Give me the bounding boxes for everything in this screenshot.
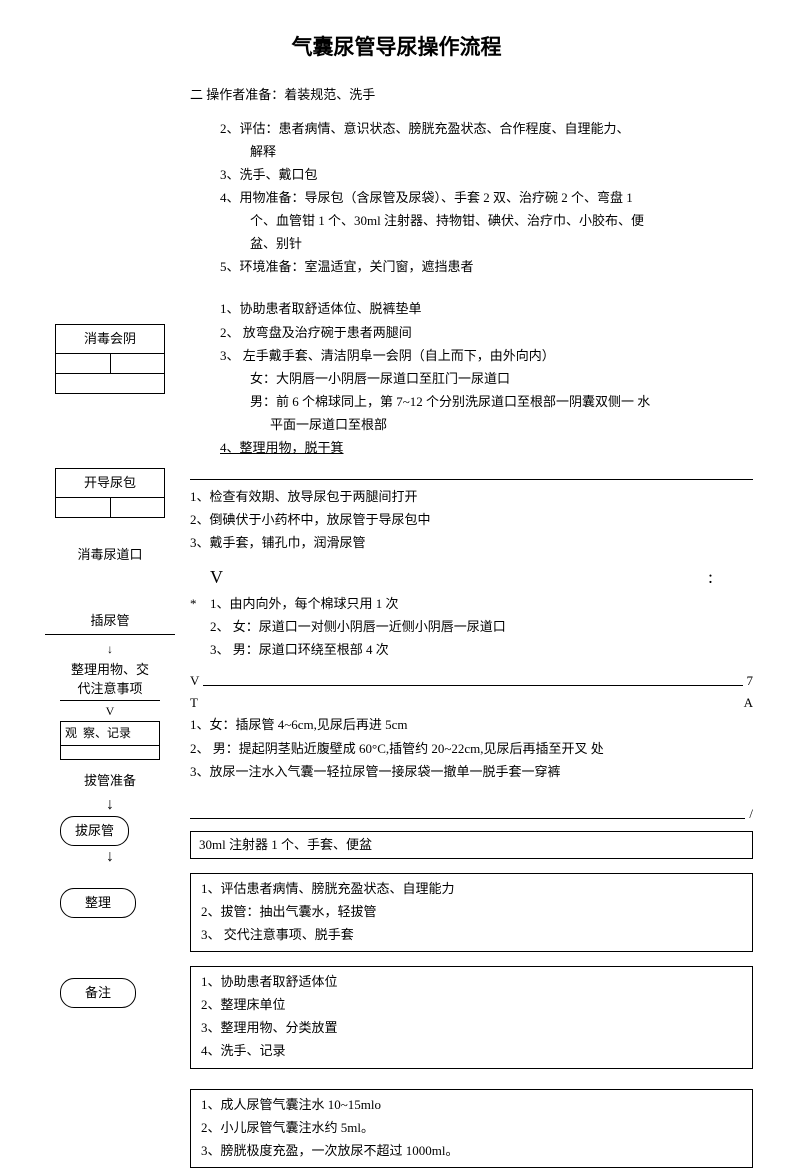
section-operator-prep: 二 操作者准备：着装规范、洗手 [190,84,753,106]
decor-row: V: [190,562,753,593]
block-disinfect-urethra: * 1、由内向外，每个棉球只用 1 次 2、 女：尿道口一对侧小阴唇一近侧小阴唇… [190,593,753,662]
list-item: 4、洗手、记录 [201,1040,742,1062]
list-item: 3、 交代注意事项、脱手套 [201,924,742,946]
flow-column: 消毒会阴 开导尿包 消毒尿道口 插尿管 ↓ 整理用物、交代注意事项 V 观 察、… [40,84,180,1176]
list-item: 1、成人尿管气囊注水 10~15mlo [201,1094,742,1116]
list-item: 3、洗手、戴口包 [220,164,753,186]
list-item: 个、血管钳 1 个、30ml 注射器、持物钳、碘伏、治疗巾、小胶布、便 [220,210,753,232]
list-item: 平面一尿道口至根部 [220,414,753,436]
list-item: 2、 女：尿道口一对侧小阴唇一近侧小阴唇一尿道口 [210,616,506,638]
box-remove-catheter: 1、评估患者病情、膀胱充盈状态、自理能力 2、拔管：抽出气囊水，轻拔管 3、 交… [190,873,753,952]
decor-row: / [190,803,753,825]
decor-row: V 7 [190,670,753,692]
prep-list: 2、评估：患者病情、意识状态、膀胱充盈状态、合作程度、自理能力、 解释 3、洗手… [190,118,753,279]
block-open-pack: 1、检查有效期、放导尿包于两腿间打开 2、倒碘伏于小药杯中，放尿管于导尿包中 3… [190,486,753,554]
flow-text-removal-prep: 拔管准备 [40,768,180,794]
arrow-down-icon: ↓ [40,797,180,813]
decor-row: TA [190,692,753,714]
list-item: 2、整理床单位 [201,994,742,1016]
flow-box-observe-record: 观 察、记录 [60,721,160,745]
box-remark: 1、成人尿管气囊注水 10~15mlo 2、小儿尿管气囊注水约 5ml。 3、膀… [190,1089,753,1168]
box-tidy: 1、协助患者取舒适体位 2、整理床单位 3、整理用物、分类放置 4、洗手、记录 [190,966,753,1068]
list-item: 3、 左手戴手套、清洁阴阜一会阴（自上而下，由外向内） [220,345,753,367]
list-item: 女：大阴唇一小阴唇一尿道口至肛门一尿道口 [220,368,753,390]
list-item: 1、评估患者病情、膀胱充盈状态、自理能力 [201,878,742,900]
flow-box-remark: 备注 [60,978,136,1008]
flow-text-organize: 整理用物、交代注意事项 [40,659,180,699]
list-item: 1、检查有效期、放导尿包于两腿间打开 [190,486,753,508]
block-insert: 1、女：插尿管 4~6cm,见尿后再进 5cm 2、 男：提起阴茎贴近腹壁成 6… [190,714,753,782]
list-item: 3、 男：尿道口环绕至根部 4 次 [210,639,506,661]
list-item: 3、整理用物、分类放置 [201,1017,742,1039]
arrow-icon: ↓ [40,639,180,659]
list-item: 4、用物准备：导尿包（含尿管及尿袋）、手套 2 双、治疗碗 2 个、弯盘 1 [220,187,753,209]
list-item: 盆、别针 [220,233,753,255]
list-item: 男：前 6 个棉球同上，第 7~12 个分别洗尿道口至根部一阴囊双侧一 水 [220,391,753,413]
list-item: 1、协助患者取舒适体位 [201,971,742,993]
flow-box-remove-catheter: 拔尿管 [60,816,129,846]
list-item: 3、膀胱极度充盈，一次放尿不超过 1000ml。 [201,1140,742,1162]
list-item: 5、环境准备：室温适宜，关门窗，遮挡患者 [220,256,753,278]
flow-box-tidy: 整理 [60,888,136,918]
list-item: 2、 男：提起阴茎贴近腹壁成 60°C,插管约 20~22cm,见尿后再插至开叉… [190,738,753,760]
list-item: 4、整理用物，脱干箕 [220,437,753,459]
asterisk: * [190,593,210,662]
flow-box-open-pack: 开导尿包 [55,468,165,498]
list-item: 1、由内向外，每个棉球只用 1 次 [210,593,506,615]
list-item: 2、小儿尿管气囊注水约 5ml。 [201,1117,742,1139]
arrow-down-icon: ↓ [40,849,180,865]
arrow-icon: V [60,700,160,721]
list-item: 2、拔管：抽出气囊水，轻拔管 [201,901,742,923]
list-item: 解释 [220,141,753,163]
list-item: 3、戴手套，铺孔巾，润滑尿管 [190,532,753,554]
block-disinfect: 1、协助患者取舒适体位、脱裤垫单 2、 放弯盘及治疗碗于患者两腿间 3、 左手戴… [190,298,753,459]
box-removal-prep: 30ml 注射器 1 个、手套、便盆 [190,831,753,859]
list-item: 1、女：插尿管 4~6cm,见尿后再进 5cm [190,714,753,736]
flow-text-insert-catheter: 插尿管 [45,608,175,634]
list-item: 2、倒碘伏于小药杯中，放尿管于导尿包中 [190,509,753,531]
flow-box-disinfect-perineum: 消毒会阴 [55,324,165,354]
list-item: 2、 放弯盘及治疗碗于患者两腿间 [220,322,753,344]
page-title: 气囊尿管导尿操作流程 [40,30,753,66]
content-column: 二 操作者准备：着装规范、洗手 2、评估：患者病情、意识状态、膀胱充盈状态、合作… [190,84,753,1176]
flow-text-disinfect-urethra: 消毒尿道口 [40,542,180,568]
list-item: 2、评估：患者病情、意识状态、膀胱充盈状态、合作程度、自理能力、 [220,118,753,140]
list-item: 3、放尿一注水入气囊一轻拉尿管一接尿袋一撤单一脱手套一穿裤 [190,761,753,783]
list-item: 1、协助患者取舒适体位、脱裤垫单 [220,298,753,320]
